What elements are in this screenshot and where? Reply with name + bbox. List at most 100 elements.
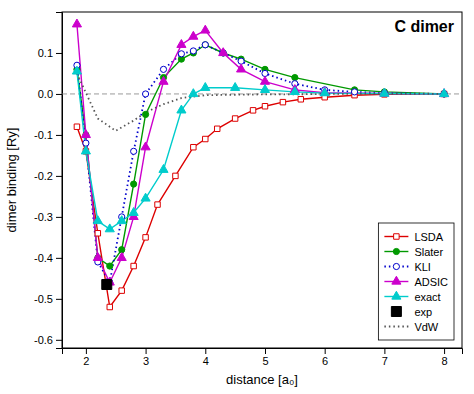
legend: LSDASlaterKLIADSICexactexpVdW <box>378 223 454 340</box>
series-point <box>232 116 237 121</box>
legend-frame <box>378 223 454 340</box>
series-point <box>117 253 126 261</box>
y-axis-tick-mark <box>56 258 62 259</box>
series-point <box>231 83 240 91</box>
legend-item: LSDA <box>384 231 443 243</box>
series-point <box>178 51 184 57</box>
x-axis-tick-label: 8 <box>442 355 448 367</box>
y-axis-tick-label: -0.5 <box>34 293 53 305</box>
series-point <box>298 97 303 102</box>
x-axis-tick-mark <box>265 348 266 354</box>
chart-title: C dimer <box>394 18 454 35</box>
series-point <box>131 263 136 268</box>
x-axis-tick-mark <box>86 348 87 354</box>
series-point <box>173 173 178 178</box>
series-point <box>219 48 228 56</box>
x-axis-tick-label: 3 <box>143 355 149 367</box>
series-point <box>155 202 160 207</box>
x-axis: 2345678 <box>63 348 463 367</box>
y-axis-tick-label: -0.1 <box>34 129 53 141</box>
x-axis-tick-mark <box>205 348 206 354</box>
y-axis-tick: 0.0 <box>38 88 62 100</box>
series-point <box>72 19 81 27</box>
x-axis-tick: 3 <box>143 348 149 367</box>
series-point <box>105 224 114 232</box>
series-point <box>81 130 90 138</box>
x-axis-tick-label: 6 <box>322 355 328 367</box>
legend-marker <box>393 248 399 254</box>
series-point <box>131 148 137 154</box>
x-axis-tick-label: 2 <box>83 355 89 367</box>
x-axis-tick-mark <box>444 348 445 354</box>
series-point <box>159 76 168 84</box>
series-point <box>320 87 329 95</box>
series-point <box>142 91 148 97</box>
series-line <box>77 73 444 130</box>
series-point <box>143 235 148 240</box>
y-axis-tick-label: -0.6 <box>34 334 53 346</box>
series-point <box>177 105 186 113</box>
series-point <box>202 42 208 48</box>
series-point <box>203 136 208 141</box>
series-point <box>72 66 81 74</box>
x-axis-line <box>63 349 463 355</box>
series-point <box>93 216 102 224</box>
y-axis-line <box>56 13 63 349</box>
legend-item: exp <box>391 306 432 318</box>
series-point <box>95 231 100 236</box>
series-point <box>107 304 112 309</box>
y-axis-tick-mark <box>56 340 62 341</box>
y-axis-tick: -0.2 <box>34 170 62 182</box>
series-point <box>189 89 198 97</box>
x-axis-tick: 8 <box>442 348 448 367</box>
series-point <box>214 126 219 131</box>
series-point <box>290 87 299 95</box>
x-axis-tick: 5 <box>262 348 268 367</box>
series-point <box>292 74 298 80</box>
y-axis-tick-mark <box>56 94 62 95</box>
legend-item: exact <box>384 291 440 303</box>
y-axis: -0.6-0.5-0.4-0.3-0.2-0.10.00.1 <box>34 13 62 349</box>
legend-marker <box>391 307 401 317</box>
series-point <box>119 288 124 293</box>
series-point <box>280 99 285 104</box>
legend-item: KLI <box>384 261 431 273</box>
x-axis-tick-mark <box>325 348 326 354</box>
series-point <box>131 181 137 187</box>
y-axis-tick-mark <box>56 53 62 54</box>
legend-label: exact <box>414 291 440 303</box>
series-point <box>189 31 198 39</box>
y-axis-title: dimer binding [Ry] <box>4 128 19 233</box>
x-axis-tick: 2 <box>83 348 89 367</box>
series-point <box>160 66 166 72</box>
legend-label: LSDA <box>414 231 443 243</box>
series-point <box>93 253 102 261</box>
y-axis-tick-label: -0.2 <box>34 170 53 182</box>
series-point <box>107 263 113 269</box>
series-point <box>142 111 148 117</box>
plot-frame <box>62 12 462 348</box>
series-point <box>260 76 269 84</box>
y-axis-tick: -0.1 <box>34 129 62 141</box>
legend-marker <box>392 276 401 284</box>
legend-item: ADSIC <box>384 276 448 288</box>
series-point <box>440 89 449 97</box>
y-axis-tick-label: 0.0 <box>38 88 53 100</box>
series-point <box>190 48 196 54</box>
series-point <box>262 104 267 109</box>
y-axis-tick-mark <box>56 135 62 136</box>
legend-line <box>384 326 408 328</box>
series-point <box>159 164 168 172</box>
series-point <box>380 88 389 96</box>
legend-label: Slater <box>414 246 443 258</box>
y-axis-tick: 0.1 <box>38 47 62 59</box>
series-point <box>250 108 255 113</box>
series-point <box>320 88 329 96</box>
y-axis-tick-label: -0.3 <box>34 211 53 223</box>
series-line <box>77 71 444 229</box>
series-point <box>102 279 112 289</box>
y-axis-tick-mark <box>56 217 62 218</box>
series-point <box>141 142 150 150</box>
legend-label: ADSIC <box>414 276 448 288</box>
y-axis-tick-mark <box>56 176 62 177</box>
